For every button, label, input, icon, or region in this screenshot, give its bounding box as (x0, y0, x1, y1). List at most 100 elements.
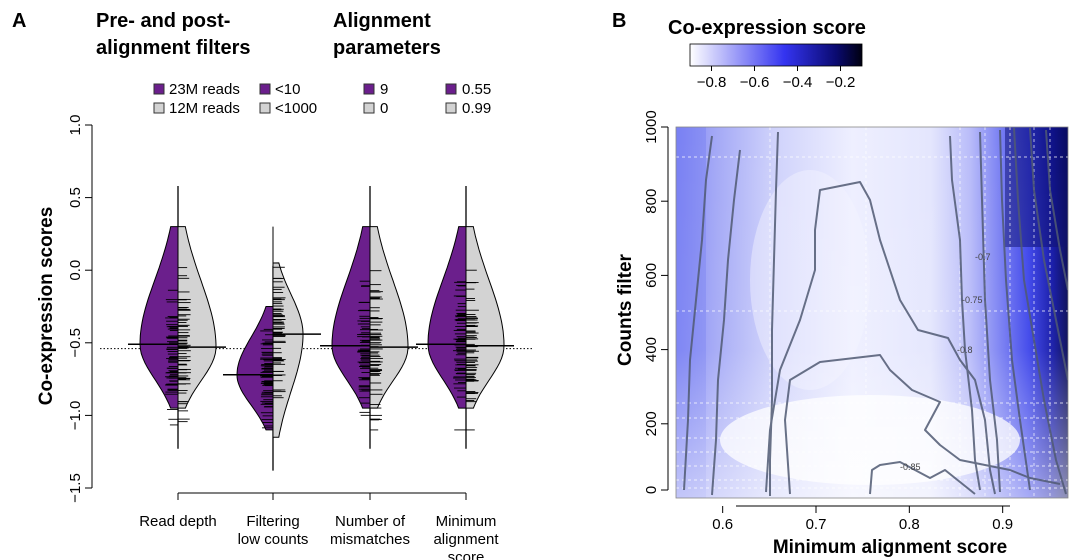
header-left-line1: Pre- and post- (96, 10, 230, 32)
panel-b: B Co-expression score −0.8 −0.6 −0.4 −0.2 (612, 10, 1069, 558)
contour-label: -0.7 (975, 252, 991, 262)
contour-label: -0.8 (957, 345, 973, 355)
violin-group (128, 185, 226, 449)
y-tick-label: 1000 (643, 110, 660, 143)
y-tick-label: −0.5 (67, 328, 84, 358)
contour-labels: -0.7 -0.75 -0.8 -0.85 (900, 252, 991, 472)
contour-lines (683, 127, 1068, 496)
heatmap-frame (675, 126, 1069, 499)
x-tick-label: 0.6 (712, 516, 733, 533)
panel-b-letter: B (612, 10, 626, 32)
heatmap-y-axis-title: Counts filter (615, 253, 636, 365)
contour-line (769, 131, 779, 496)
x-tick-label: Read depth (139, 513, 217, 530)
legend-label: 0.55 (462, 81, 491, 98)
legend: 23M reads 12M reads <10 <1000 9 0 0.55 (153, 81, 491, 117)
header-left-line2: alignment filters (96, 37, 250, 59)
contour-line (683, 135, 713, 491)
y-tick-label: 400 (643, 337, 660, 362)
legend-swatch-grey (153, 102, 165, 114)
x-tick-label: Filtering (246, 513, 299, 530)
violin-left-half (139, 190, 179, 426)
contour-line (949, 135, 981, 491)
violin-right-half (369, 190, 409, 426)
legend-swatch-grey (363, 102, 375, 114)
heatmap-grid (676, 127, 1068, 498)
legend-alignment-score: 0.55 0.99 (445, 81, 491, 117)
colorbar-tick-label: −0.8 (697, 74, 727, 91)
colorbar-tick-label: −0.2 (826, 74, 856, 91)
legend-label: 12M reads (169, 100, 240, 117)
y-tick-label: 1.0 (67, 115, 84, 136)
legend-swatch-grey (445, 102, 457, 114)
x-tick-label: mismatches (330, 531, 410, 548)
y-tick-label: 200 (643, 411, 660, 436)
heatmap-y-axis: 0 200 400 600 800 1000 (643, 110, 669, 494)
legend-label: <1000 (275, 100, 317, 117)
legend-label: 0 (380, 100, 388, 117)
violin-right-half (272, 226, 304, 455)
contour-line (1029, 127, 1068, 381)
legend-label: 23M reads (169, 81, 240, 98)
colorbar (689, 43, 863, 67)
legend-read-depth: 23M reads 12M reads (153, 81, 240, 117)
x-tick-label: alignment (433, 531, 499, 548)
violins (128, 185, 514, 471)
violin-right-half (177, 190, 217, 426)
x-tick-label: Minimum (436, 513, 497, 530)
violin-y-axis-title: Co-expression scores (36, 207, 57, 406)
x-tick-label: Number of (335, 513, 406, 530)
legend-label: 9 (380, 81, 388, 98)
colorbar-title: Co-expression score (668, 17, 866, 39)
contour-line (1045, 129, 1068, 291)
y-tick-label: 600 (643, 263, 660, 288)
colorbar-tick-label: −0.4 (783, 74, 813, 91)
x-tick-label: 0.9 (992, 516, 1013, 533)
violin-right-half (465, 190, 505, 426)
y-tick-label: 0.0 (67, 260, 84, 281)
contour-line (1013, 127, 1067, 495)
y-tick-label: 800 (643, 189, 660, 214)
y-tick-label: 0.5 (67, 187, 84, 208)
x-tick-label: 0.7 (806, 516, 827, 533)
panel-a: A Pre- and post- alignment filters Align… (12, 10, 532, 560)
contour-line (765, 181, 996, 495)
y-tick-label: 0 (643, 486, 660, 494)
violin-group (320, 185, 418, 449)
legend-low-counts: <10 <1000 (259, 81, 317, 117)
heatmap: -0.7 -0.75 -0.8 -0.85 (676, 127, 1068, 498)
violin-group (223, 226, 321, 471)
x-tick-label: 0.8 (899, 516, 920, 533)
contour-line (999, 129, 1031, 491)
colorbar-tick-label: −0.6 (740, 74, 770, 91)
legend-swatch-purple (363, 83, 375, 95)
heatmap-x-axis-title: Minimum alignment score (773, 537, 1007, 558)
panel-a-letter: A (12, 10, 26, 32)
contour-label: -0.85 (900, 462, 921, 472)
contour-line (711, 149, 741, 496)
heatmap-x-axis: 0.6 0.7 0.8 0.9 (712, 505, 1013, 533)
legend-swatch-purple (259, 83, 271, 95)
header-right-line2: parameters (333, 37, 441, 59)
y-tick-label: −1.0 (67, 401, 84, 431)
legend-swatch-purple (153, 83, 165, 95)
violin-y-axis: −1.5 −1.0 −0.5 0.0 0.5 1.0 (67, 115, 93, 503)
contour-line (869, 461, 976, 495)
contour-label: -0.75 (962, 295, 983, 305)
legend-label: <10 (275, 81, 300, 98)
violin-group (416, 185, 514, 449)
contour-line (784, 354, 1061, 495)
header-right-line1: Alignment (333, 10, 431, 32)
legend-mismatches: 9 0 (363, 81, 388, 117)
x-tick-label: score (448, 549, 485, 560)
contour-line (979, 131, 1001, 493)
colorbar-ticks: −0.8 −0.6 −0.4 −0.2 (697, 66, 856, 91)
violin-left-half (427, 190, 467, 426)
y-tick-label: −1.5 (67, 473, 84, 503)
legend-swatch-grey (259, 102, 271, 114)
legend-swatch-purple (445, 83, 457, 95)
x-tick-label: low counts (238, 531, 309, 548)
legend-label: 0.99 (462, 100, 491, 117)
